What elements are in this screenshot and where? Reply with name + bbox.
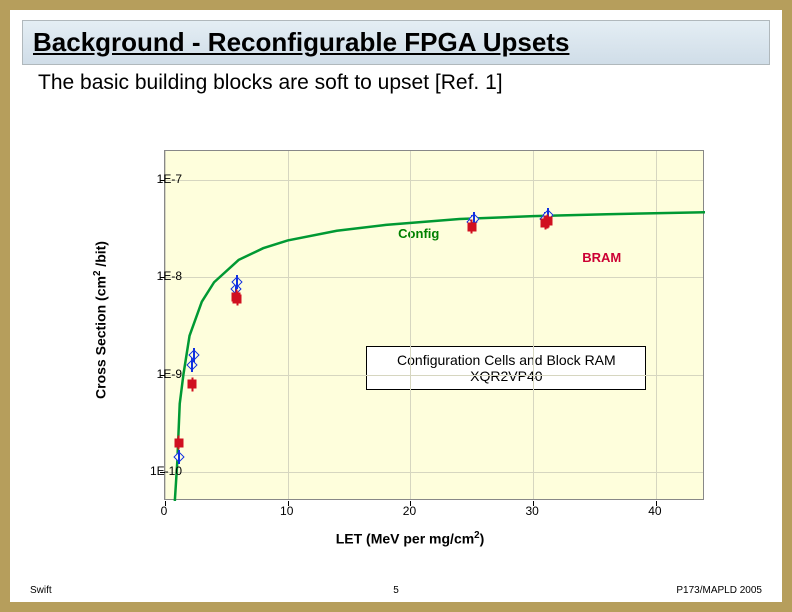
chart-container: Cross Section (cm2 /bit) Config BRAM Con…: [90, 140, 730, 560]
x-tick-label: 10: [280, 504, 293, 518]
data-point-bram: [174, 438, 183, 447]
title-bar: Background - Reconfigurable FPGA Upsets: [22, 20, 770, 65]
x-tick-label: 40: [648, 504, 661, 518]
x-axis-label: LET (MeV per mg/cm2): [90, 530, 730, 547]
x-tick-label: 20: [403, 504, 416, 518]
x-tick-label: 30: [525, 504, 538, 518]
data-point-bram: [543, 217, 552, 226]
plot-area: Config BRAM Configuration Cells and Bloc…: [164, 150, 704, 500]
footer-page: 5: [10, 585, 782, 596]
slide-title: Background - Reconfigurable FPGA Upsets: [33, 27, 569, 57]
footer-right: P173/MAPLD 2005: [676, 585, 762, 596]
data-point-bram: [467, 222, 476, 231]
slide-frame: Background - Reconfigurable FPGA Upsets …: [0, 0, 792, 612]
y-tick-label: 1E-7: [142, 172, 182, 186]
y-axis-label: Cross Section (cm2 /bit): [92, 241, 109, 399]
data-point-bram: [188, 380, 197, 389]
y-tick-label: 1E-9: [142, 367, 182, 381]
fit-curve: [165, 151, 705, 501]
x-tick-label: 0: [161, 504, 168, 518]
slide-subtitle: The basic building blocks are soft to up…: [38, 71, 762, 95]
y-tick-label: 1E-8: [142, 269, 182, 283]
y-tick-label: 1E-10: [142, 464, 182, 478]
data-point-bram: [233, 294, 242, 303]
